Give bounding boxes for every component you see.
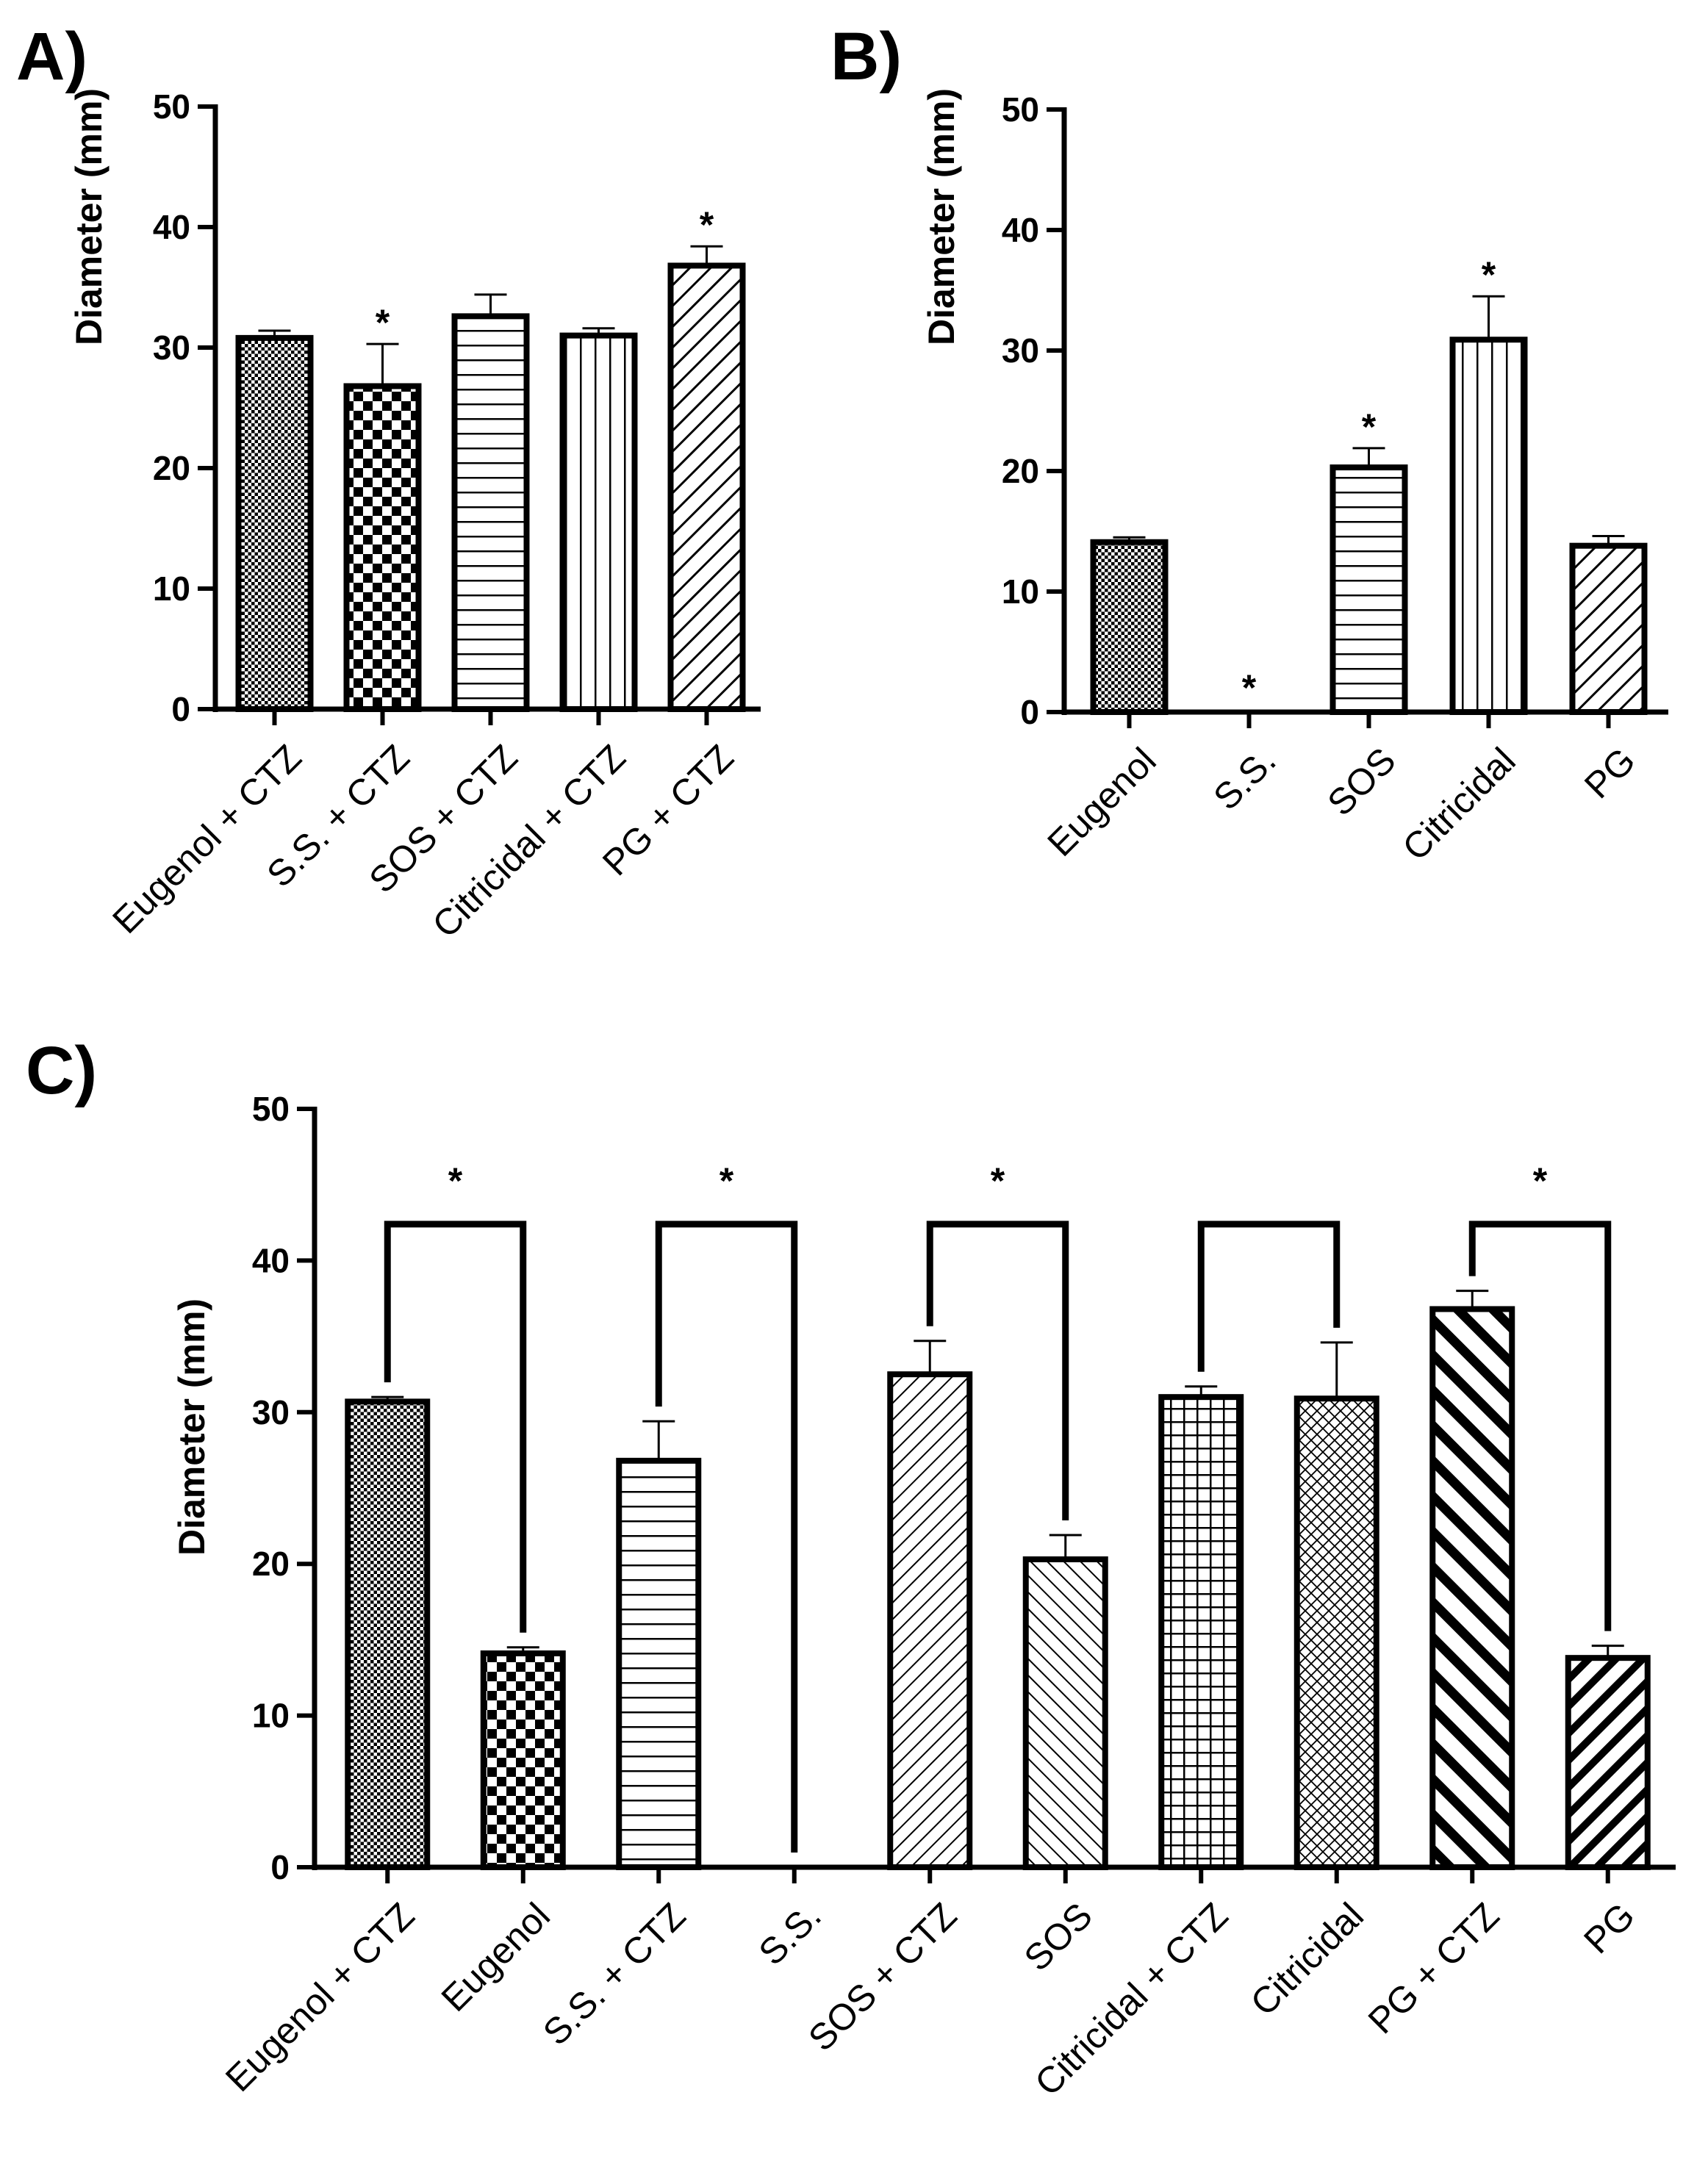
panel-c-y-tick-label: 10 <box>252 1697 290 1735</box>
panel-c-category-label: Eugenol <box>434 1895 558 2019</box>
panel-b: B) Diameter (mm) 0 10 20 30 40 50 Eugenol S.S. *… <box>830 19 1668 869</box>
panel-b-category-label: SOS <box>1319 740 1403 824</box>
panel-b-label: B) <box>830 19 902 94</box>
panel-a-significance-star: * <box>376 302 390 343</box>
panel-c-category-label: SOS + CTZ <box>800 1895 964 2059</box>
panel-a-bar <box>559 332 638 712</box>
panel-c-bar <box>887 1371 973 1870</box>
panel-b-y-tick-label: 20 <box>1002 452 1039 490</box>
panel-c-y-tick-label: 50 <box>252 1090 290 1128</box>
panel-c-comparison-bracket <box>926 1221 1069 1520</box>
panel-c-bar <box>345 1398 431 1871</box>
panel-c-comparison-star: * <box>1533 1160 1548 1201</box>
panel-c-category-label: SOS <box>1016 1895 1100 1979</box>
panel-c-y-tick-label: 0 <box>270 1848 290 1886</box>
panel-c: C) Diameter (mm) 0 10 20 30 40 50 Eugenol + CT… <box>26 1033 1676 2104</box>
panel-a-bar <box>451 313 530 712</box>
panel-c-bar <box>1022 1556 1108 1871</box>
panel-c-y-tick-label: 20 <box>252 1545 290 1583</box>
panel-c-bar <box>1565 1655 1651 1870</box>
panel-b-category-label: Citricidal <box>1395 740 1524 869</box>
panel-b-y-tick-label: 50 <box>1002 90 1039 129</box>
panel-a-category-label: Citricidal + CTZ <box>425 737 634 946</box>
panel-a: A) Diameter (mm) 0 10 20 30 40 50 Eugenol + CT… <box>16 19 761 946</box>
panel-c-comparison-bracket <box>655 1221 798 1853</box>
panel-c-category-label: Eugenol + CTZ <box>218 1895 422 2099</box>
panel-c-comparison-star: * <box>720 1160 734 1201</box>
panel-a-y-tick-label: 10 <box>153 569 190 608</box>
panel-a-bar <box>235 334 314 712</box>
panel-c-category-label: PG + CTZ <box>1360 1895 1507 2042</box>
panel-b-bar <box>1449 337 1528 715</box>
panel-b-bar <box>1330 464 1408 716</box>
panel-c-bar <box>1158 1394 1244 1871</box>
panel-b-significance-star: * <box>1482 254 1496 295</box>
panel-b-category-label: Eugenol <box>1039 740 1163 864</box>
panel-c-y-tick-label: 30 <box>252 1393 290 1431</box>
panel-a-y-tick-label: 40 <box>153 208 190 246</box>
panel-a-y-axis-title: Diameter (mm) <box>68 88 110 345</box>
panel-b-significance-star: * <box>1362 406 1377 448</box>
panel-c-comparison-bracket <box>1197 1221 1341 1372</box>
panel-a-y-tick-label: 0 <box>171 690 190 728</box>
panel-b-y-tick-label: 40 <box>1002 211 1039 249</box>
panel-b-significance-star: * <box>1242 667 1257 708</box>
panel-a-y-tick-label: 50 <box>153 87 190 126</box>
panel-b-y-axis-title: Diameter (mm) <box>921 88 962 345</box>
panel-c-category-label: S.S. <box>751 1895 829 1973</box>
panel-b-bar <box>1090 539 1169 716</box>
panel-a-bar <box>343 383 422 712</box>
panel-b-category-label: S.S. <box>1205 740 1283 818</box>
panel-c-category-label: Citricidal <box>1243 1895 1371 2024</box>
panel-b-bar <box>1569 542 1648 715</box>
panel-c-category-label: PG <box>1576 1895 1643 1962</box>
panel-b-category-label: PG <box>1576 740 1643 807</box>
panel-a-significance-star: * <box>700 204 714 245</box>
panel-b-y-tick-label: 0 <box>1020 693 1039 731</box>
panel-c-y-tick-label: 40 <box>252 1241 290 1279</box>
panel-a-label: A) <box>16 19 87 94</box>
panel-b-y-tick-label: 30 <box>1002 331 1039 370</box>
panel-c-category-label: S.S. + CTZ <box>535 1895 693 2053</box>
panel-c-bar <box>616 1457 702 1870</box>
panel-a-y-tick-label: 30 <box>153 328 190 367</box>
panel-c-bar <box>1429 1306 1515 1870</box>
panel-b-y-tick-label: 10 <box>1002 572 1039 611</box>
panel-c-comparison-bracket <box>384 1221 527 1633</box>
panel-c-comparison-star: * <box>991 1160 1005 1201</box>
panel-c-bar <box>1293 1395 1379 1870</box>
panel-c-comparison-star: * <box>448 1160 463 1201</box>
panel-c-label: C) <box>26 1033 97 1108</box>
panel-a-bar <box>667 262 746 713</box>
panel-c-y-axis-title: Diameter (mm) <box>171 1298 212 1556</box>
panel-c-bar <box>480 1650 566 1871</box>
panel-c-comparison-bracket <box>1468 1221 1612 1631</box>
panel-a-y-tick-label: 20 <box>153 449 190 487</box>
panel-a-category-label: Eugenol + CTZ <box>104 737 309 941</box>
